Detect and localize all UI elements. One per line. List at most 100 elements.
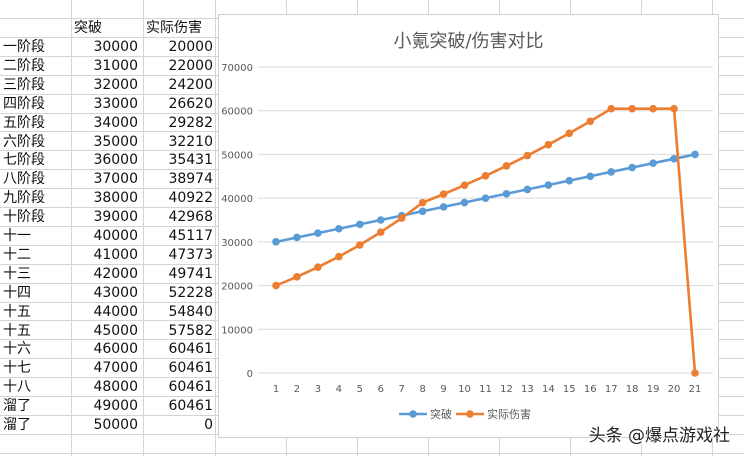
data-point[interactable]	[670, 155, 678, 163]
data-point[interactable]	[481, 171, 490, 180]
cell-damage[interactable]: 32210	[168, 133, 213, 150]
row-label[interactable]: 十八	[3, 379, 31, 396]
header-damage[interactable]: 实际伤害	[146, 20, 202, 36]
cell-damage[interactable]: 60461	[168, 398, 213, 415]
row-label[interactable]: 十五	[3, 303, 31, 320]
cell-breakthrough[interactable]: 37000	[93, 171, 138, 188]
cell-breakthrough[interactable]: 36000	[93, 152, 138, 169]
data-point[interactable]	[356, 241, 364, 249]
data-point[interactable]	[628, 104, 636, 113]
row-label[interactable]: 四阶段	[3, 95, 45, 112]
data-point[interactable]	[460, 198, 469, 207]
cell-breakthrough[interactable]: 50000	[93, 417, 138, 433]
data-point[interactable]	[439, 203, 448, 211]
data-point[interactable]	[670, 104, 678, 113]
data-point[interactable]	[376, 216, 385, 224]
row-label[interactable]: 八阶段	[3, 171, 45, 188]
cell-damage[interactable]: 38974	[168, 171, 213, 188]
cell-damage[interactable]: 60461	[168, 379, 213, 396]
row-label[interactable]: 十六	[3, 341, 31, 358]
cell-breakthrough[interactable]: 40000	[93, 228, 138, 244]
cell-breakthrough[interactable]: 43000	[93, 284, 138, 301]
cell-breakthrough[interactable]: 34000	[93, 114, 138, 131]
cell-damage[interactable]: 52228	[168, 284, 213, 301]
data-point[interactable]	[544, 140, 553, 149]
data-point[interactable]	[523, 185, 532, 194]
row-label[interactable]: 十五	[3, 322, 31, 339]
cell-damage[interactable]: 20000	[168, 39, 213, 55]
row-label[interactable]: 三阶段	[3, 76, 45, 93]
cell-damage[interactable]: 45117	[168, 228, 213, 244]
data-point[interactable]	[293, 233, 301, 242]
cell-breakthrough[interactable]: 32000	[93, 76, 138, 93]
row-label[interactable]: 十三	[3, 265, 31, 282]
data-point[interactable]	[272, 238, 280, 246]
series-line-1[interactable]	[275, 107, 697, 374]
row-label[interactable]: 十七	[3, 360, 31, 377]
cell-breakthrough[interactable]: 31000	[93, 57, 138, 74]
data-point[interactable]	[356, 220, 364, 229]
cell-breakthrough[interactable]: 44000	[93, 303, 138, 320]
cell-breakthrough[interactable]: 41000	[93, 246, 138, 263]
row-label[interactable]: 十二	[3, 246, 31, 263]
data-point[interactable]	[628, 163, 636, 172]
data-point[interactable]	[460, 181, 469, 189]
cell-damage[interactable]: 57582	[168, 322, 213, 339]
row-label[interactable]: 九阶段	[3, 190, 45, 207]
data-point[interactable]	[272, 281, 280, 290]
row-label[interactable]: 五阶段	[3, 114, 45, 131]
row-label[interactable]: 溜了	[3, 417, 31, 433]
data-point[interactable]	[649, 159, 657, 167]
data-point[interactable]	[565, 129, 574, 138]
data-point[interactable]	[607, 104, 615, 113]
data-point[interactable]	[502, 189, 511, 198]
data-point[interactable]	[649, 104, 657, 113]
data-point[interactable]	[418, 198, 427, 207]
cell-damage[interactable]: 40922	[168, 190, 213, 207]
legend-label-1[interactable]: 实际伤害	[487, 407, 531, 421]
row-label[interactable]: 一阶段	[3, 39, 45, 55]
cell-breakthrough[interactable]: 35000	[93, 133, 138, 150]
legend-label-0[interactable]: 突破	[430, 407, 452, 421]
data-point[interactable]	[376, 228, 385, 236]
row-label[interactable]: 十一	[3, 228, 31, 244]
data-point[interactable]	[565, 176, 574, 185]
data-point[interactable]	[607, 168, 615, 176]
data-point[interactable]	[418, 207, 427, 216]
chart-container[interactable]: 小氪突破/伤害对比 0 10000 20000 30000 40000 50000 6000…	[218, 14, 719, 438]
data-point[interactable]	[523, 151, 532, 160]
cell-damage[interactable]: 60461	[168, 341, 213, 358]
cell-damage[interactable]: 60461	[168, 360, 213, 377]
cell-damage[interactable]: 26620	[168, 95, 213, 112]
cell-breakthrough[interactable]: 49000	[93, 398, 138, 415]
data-point[interactable]	[397, 214, 406, 222]
data-point[interactable]	[502, 162, 511, 170]
cell-damage[interactable]: 24200	[168, 76, 213, 93]
data-point[interactable]	[335, 252, 343, 261]
cell-damage[interactable]: 49741	[168, 265, 213, 282]
row-label[interactable]: 溜了	[3, 398, 31, 415]
cell-breakthrough[interactable]: 45000	[93, 322, 138, 339]
data-point[interactable]	[691, 150, 699, 159]
cell-damage[interactable]: 42968	[168, 209, 213, 226]
cell-damage[interactable]: 35431	[168, 152, 213, 169]
data-point[interactable]	[586, 117, 595, 126]
data-point[interactable]	[293, 273, 301, 281]
cell-breakthrough[interactable]: 48000	[93, 379, 138, 396]
data-point[interactable]	[314, 229, 322, 237]
cell-breakthrough[interactable]: 46000	[93, 341, 138, 358]
row-label[interactable]: 十阶段	[3, 209, 45, 226]
data-point[interactable]	[314, 263, 322, 272]
cell-breakthrough[interactable]: 38000	[93, 190, 138, 207]
cell-breakthrough[interactable]: 30000	[93, 39, 138, 55]
header-breakthrough[interactable]: 突破	[74, 20, 102, 36]
row-label[interactable]: 二阶段	[3, 57, 45, 74]
cell-breakthrough[interactable]: 47000	[93, 360, 138, 377]
data-point[interactable]	[439, 190, 448, 198]
cell-breakthrough[interactable]: 42000	[93, 265, 138, 282]
row-label[interactable]: 七阶段	[3, 152, 45, 169]
cell-breakthrough[interactable]: 33000	[93, 95, 138, 112]
cell-damage[interactable]: 54840	[168, 303, 213, 320]
data-point[interactable]	[586, 172, 595, 181]
cell-damage[interactable]: 0	[204, 417, 213, 433]
